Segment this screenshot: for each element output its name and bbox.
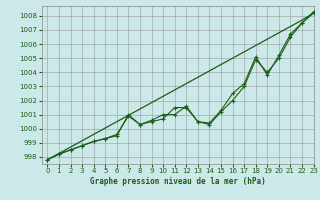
X-axis label: Graphe pression niveau de la mer (hPa): Graphe pression niveau de la mer (hPa)	[90, 177, 266, 186]
